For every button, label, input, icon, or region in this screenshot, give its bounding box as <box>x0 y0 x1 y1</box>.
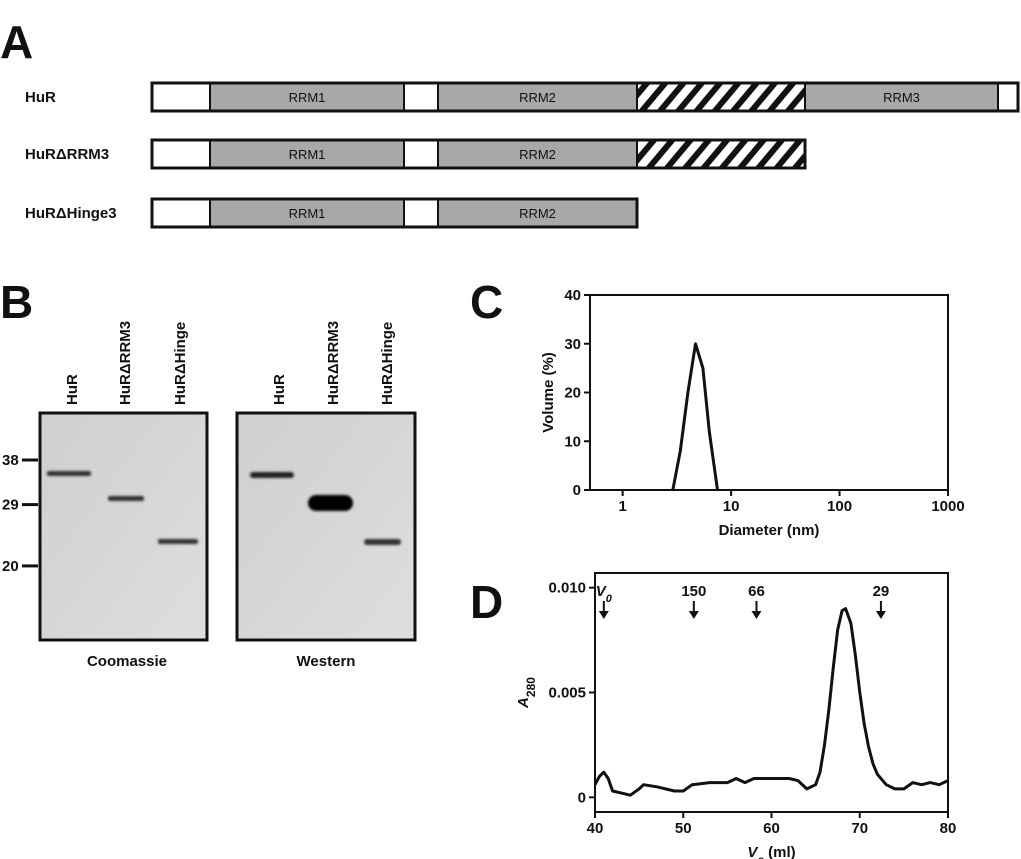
x-axis-label-part: V <box>747 844 759 859</box>
x-tick-label: 1000 <box>931 498 964 515</box>
band <box>250 472 294 478</box>
y-tick-label: 0 <box>578 789 586 806</box>
domain-box <box>636 139 806 169</box>
lane-label: HuRΔRRM3 <box>325 321 342 405</box>
domain-box <box>636 82 806 112</box>
x-tick-label: 50 <box>675 820 692 837</box>
annotation-label: 29 <box>873 583 890 600</box>
lane-label: HuRΔHinge <box>379 322 396 405</box>
x-tick-label: 70 <box>851 820 868 837</box>
domain-box <box>209 139 405 169</box>
band <box>158 539 198 544</box>
panel-label: C <box>470 276 503 328</box>
domain-box <box>151 139 211 169</box>
band <box>108 496 144 501</box>
x-tick-label: 100 <box>827 498 852 515</box>
y-tick-label: 20 <box>564 385 581 402</box>
band <box>364 539 401 545</box>
marker-label: 29 <box>2 497 19 514</box>
domain-box <box>403 139 439 169</box>
domain-label: RRM1 <box>289 206 326 221</box>
x-tick-label: 1 <box>618 498 626 515</box>
x-axis-label-part: e <box>757 853 764 859</box>
gel-title: Western <box>297 653 356 670</box>
y-axis-label-part: 280 <box>524 677 538 697</box>
data-line <box>593 607 949 797</box>
x-axis-label: Ve (ml) <box>747 844 795 859</box>
y-tick-label: 30 <box>564 336 581 353</box>
lane-label: HuRΔHinge <box>172 322 189 405</box>
domain-label: RRM2 <box>519 90 556 105</box>
annotation-arrowhead <box>875 611 886 619</box>
annotation-label: V0 <box>596 583 613 605</box>
y-tick-label: 0.005 <box>548 685 586 702</box>
y-axis-label-part: A <box>515 697 532 709</box>
gel-title: Coomassie <box>87 653 167 670</box>
domain-box <box>403 198 439 228</box>
y-tick-label: 0.010 <box>548 580 586 597</box>
construct-outline <box>150 81 1020 113</box>
domain-label: RRM2 <box>519 206 556 221</box>
panel-label: D <box>470 576 503 628</box>
band <box>308 495 353 511</box>
x-tick-label: 40 <box>587 820 604 837</box>
panel-label: A <box>0 16 33 68</box>
marker-label: 20 <box>2 558 19 575</box>
bands <box>47 471 401 545</box>
data-line <box>671 342 719 491</box>
construct-outline <box>150 138 807 170</box>
plot-frame <box>589 294 949 491</box>
domain-label: RRM1 <box>289 90 326 105</box>
lane-label: HuRΔRRM3 <box>117 321 134 405</box>
domain-box <box>151 198 211 228</box>
annotation-sub: 0 <box>606 593 613 605</box>
gel <box>38 411 209 642</box>
lane-label: HuR <box>64 374 81 405</box>
lane-label: HuR <box>271 374 288 405</box>
construct-outline <box>150 197 639 229</box>
y-axis-label: A280 <box>515 677 538 709</box>
y-tick-label: 0 <box>573 482 581 499</box>
domain-label: RRM3 <box>883 90 920 105</box>
marker-label: 38 <box>2 452 19 469</box>
construct-name: HuR <box>25 89 56 106</box>
x-axis-label-part: (ml) <box>764 844 796 859</box>
x-tick-label: 80 <box>940 820 957 837</box>
annotation-label: 150 <box>681 583 706 600</box>
panel-label: B <box>0 276 33 328</box>
annotation-arrowhead <box>598 611 609 619</box>
annotation-text: 150 <box>681 583 706 600</box>
y-axis-label: Volume (%) <box>540 352 557 433</box>
annotation-text: 29 <box>873 583 890 600</box>
domain-label: RRM1 <box>289 147 326 162</box>
domain-box <box>403 82 439 112</box>
x-tick-label: 10 <box>723 498 740 515</box>
annotation-arrowhead <box>751 611 762 619</box>
gel <box>235 411 417 642</box>
domain-box <box>997 82 1019 112</box>
annotation-arrowhead <box>688 611 699 619</box>
y-tick-label: 10 <box>564 433 581 450</box>
construct-name: HuRΔRRM3 <box>25 146 109 163</box>
annotation-label: 66 <box>748 583 765 600</box>
band <box>47 471 91 476</box>
x-axis-label: Diameter (nm) <box>719 522 820 539</box>
annotation-text: V <box>596 583 608 600</box>
domain-box <box>437 139 638 169</box>
construct-name: HuRΔHinge3 <box>25 205 117 222</box>
x-tick-label: 60 <box>763 820 780 837</box>
annotation-text: 66 <box>748 583 765 600</box>
domain-label: RRM2 <box>519 147 556 162</box>
y-tick-label: 40 <box>564 287 581 304</box>
domain-box <box>151 82 211 112</box>
plot-frame <box>594 572 949 813</box>
